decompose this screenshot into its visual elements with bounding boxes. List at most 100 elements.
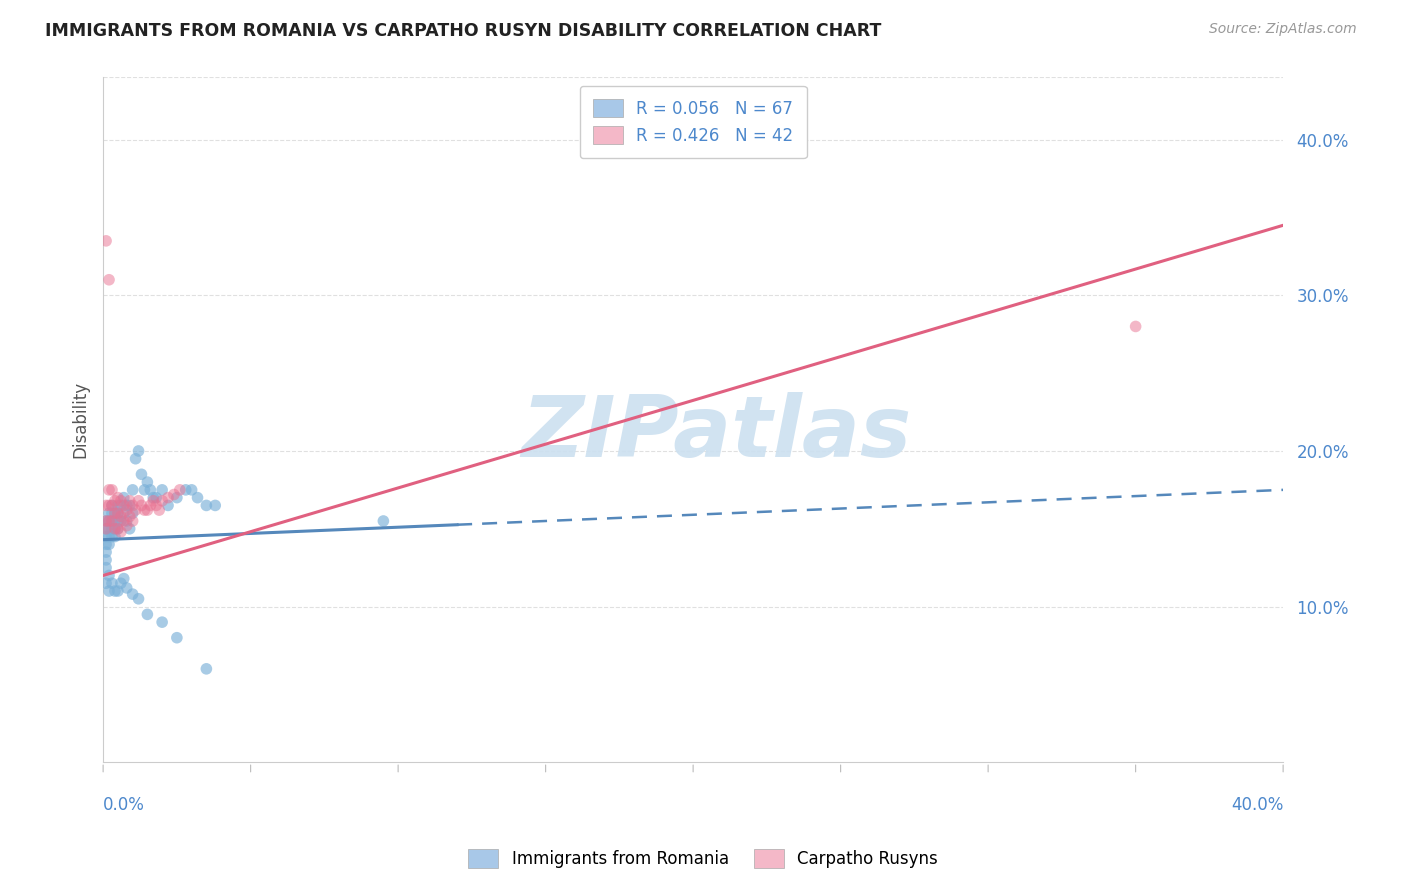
Point — [104, 584, 127, 599]
Point — [131, 467, 153, 482]
Point — [145, 491, 167, 505]
Point — [101, 514, 124, 528]
Point — [94, 522, 117, 536]
Point — [1125, 319, 1147, 334]
Point — [107, 584, 129, 599]
Point — [150, 615, 173, 629]
Point — [101, 522, 124, 536]
Point — [118, 493, 141, 508]
Point — [186, 491, 208, 505]
Point — [115, 514, 138, 528]
Legend: Immigrants from Romania, Carpatho Rusyns: Immigrants from Romania, Carpatho Rusyns — [461, 843, 945, 875]
Text: ZIPatlas: ZIPatlas — [522, 392, 912, 475]
Point — [101, 576, 124, 591]
Text: IMMIGRANTS FROM ROMANIA VS CARPATHO RUSYN DISABILITY CORRELATION CHART: IMMIGRANTS FROM ROMANIA VS CARPATHO RUSY… — [45, 22, 882, 40]
Point — [115, 499, 138, 513]
Point — [94, 576, 117, 591]
Point — [94, 530, 117, 544]
Point — [112, 572, 135, 586]
Point — [118, 499, 141, 513]
Point — [94, 499, 117, 513]
Point — [136, 503, 159, 517]
Point — [110, 493, 132, 508]
Point — [139, 483, 162, 497]
Point — [107, 514, 129, 528]
Point — [107, 522, 129, 536]
Point — [98, 483, 121, 497]
Point — [115, 518, 138, 533]
Point — [94, 560, 117, 574]
Point — [204, 499, 226, 513]
Point — [107, 522, 129, 536]
Point — [166, 491, 188, 505]
Point — [104, 530, 127, 544]
Point — [98, 537, 121, 551]
Point — [121, 506, 143, 520]
Point — [94, 522, 117, 536]
Point — [98, 514, 121, 528]
Point — [107, 506, 129, 520]
Point — [157, 499, 180, 513]
Point — [101, 499, 124, 513]
Point — [107, 499, 129, 513]
Point — [101, 506, 124, 520]
Point — [128, 444, 150, 458]
Text: 0.0%: 0.0% — [103, 797, 145, 814]
Point — [373, 514, 395, 528]
Point — [107, 506, 129, 520]
Point — [112, 506, 135, 520]
Point — [104, 493, 127, 508]
Point — [110, 509, 132, 524]
Point — [169, 483, 191, 497]
Point — [98, 499, 121, 513]
Point — [94, 234, 117, 248]
Point — [112, 499, 135, 513]
Point — [139, 499, 162, 513]
Legend: R = 0.056   N = 67, R = 0.426   N = 42: R = 0.056 N = 67, R = 0.426 N = 42 — [579, 86, 807, 158]
Point — [145, 499, 167, 513]
Point — [121, 514, 143, 528]
Point — [94, 514, 117, 528]
Point — [195, 662, 218, 676]
Point — [128, 493, 150, 508]
Point — [94, 514, 117, 528]
Point — [104, 522, 127, 536]
Point — [115, 581, 138, 595]
Point — [104, 514, 127, 528]
Point — [115, 503, 138, 517]
Point — [94, 545, 117, 559]
Point — [157, 491, 180, 505]
Point — [195, 499, 218, 513]
Point — [150, 483, 173, 497]
Point — [110, 514, 132, 528]
Point — [94, 537, 117, 551]
Point — [98, 568, 121, 582]
Point — [166, 631, 188, 645]
Point — [118, 509, 141, 524]
Text: 40.0%: 40.0% — [1230, 797, 1284, 814]
Y-axis label: Disability: Disability — [72, 381, 89, 458]
Point — [131, 499, 153, 513]
Point — [98, 522, 121, 536]
Point — [150, 493, 173, 508]
Point — [98, 506, 121, 520]
Point — [98, 584, 121, 599]
Point — [136, 607, 159, 622]
Point — [124, 503, 146, 517]
Point — [142, 491, 165, 505]
Point — [134, 483, 156, 497]
Point — [142, 493, 165, 508]
Point — [128, 591, 150, 606]
Point — [112, 514, 135, 528]
Point — [101, 483, 124, 497]
Point — [98, 514, 121, 528]
Point — [94, 553, 117, 567]
Point — [110, 499, 132, 513]
Point — [107, 491, 129, 505]
Point — [104, 506, 127, 520]
Point — [101, 530, 124, 544]
Point — [136, 475, 159, 489]
Point — [134, 503, 156, 517]
Point — [180, 483, 202, 497]
Point — [148, 503, 170, 517]
